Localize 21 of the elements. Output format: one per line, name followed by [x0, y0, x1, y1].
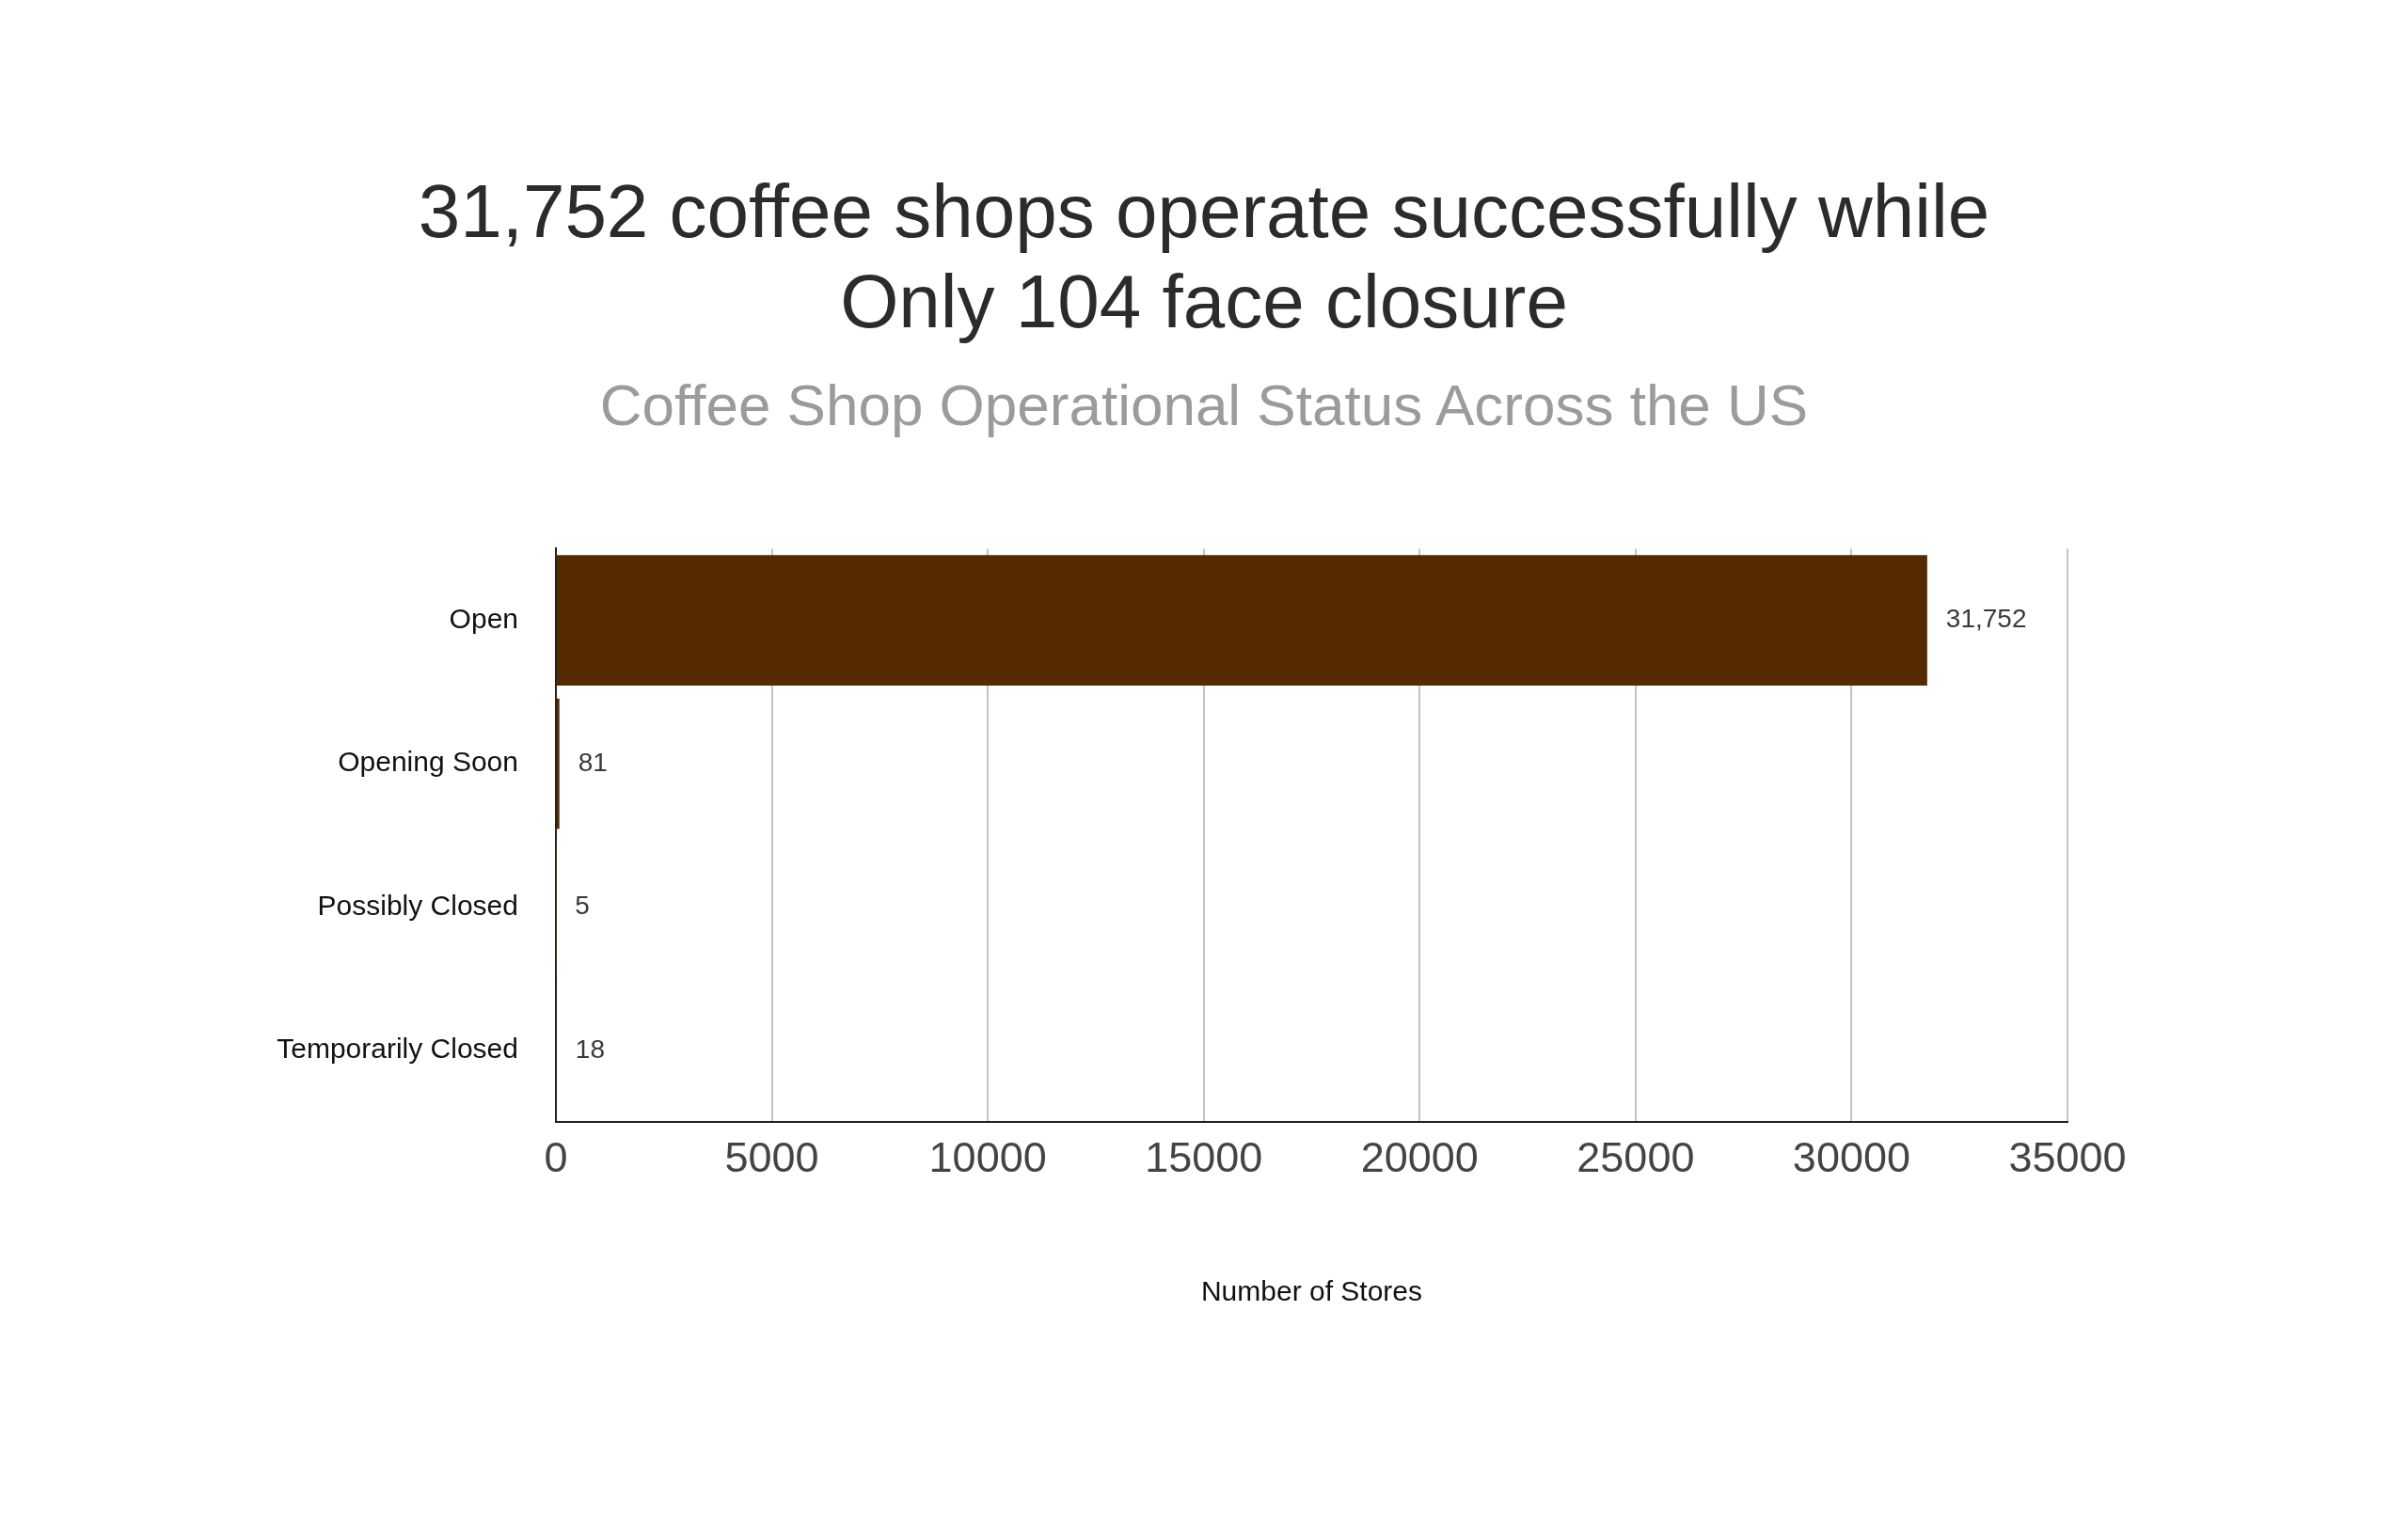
- x-tick-label: 15000: [1145, 1133, 1263, 1182]
- x-tick-label: 35000: [2008, 1133, 2127, 1182]
- y-tick-label: Temporarily Closed: [277, 1033, 518, 1065]
- x-tick-label: 0: [544, 1133, 568, 1182]
- chart-subtitle: Coffee Shop Operational Status Across the US: [599, 372, 1809, 438]
- x-tick-label: 25000: [1576, 1133, 1695, 1182]
- bar: [557, 698, 560, 829]
- x-tick-label: 20000: [1360, 1133, 1479, 1182]
- data-label: 81: [578, 747, 608, 777]
- x-axis-title: Number of Stores: [1200, 1275, 1423, 1307]
- x-tick-label: 5000: [724, 1133, 819, 1182]
- x-tick-label: 10000: [928, 1133, 1047, 1182]
- y-tick-label: Open: [449, 602, 518, 634]
- data-label: 18: [575, 1034, 605, 1064]
- data-label: 5: [575, 891, 590, 921]
- y-tick-label: Opening Soon: [338, 746, 518, 778]
- y-tick-label: Possibly Closed: [317, 889, 518, 921]
- x-tick-label: 30000: [1792, 1133, 1910, 1182]
- chart-title: 31,752 coffee shops operate successfully while Only 104 face closure: [418, 169, 1990, 344]
- data-label: 31,752: [1945, 604, 2027, 634]
- bar: [557, 555, 1927, 686]
